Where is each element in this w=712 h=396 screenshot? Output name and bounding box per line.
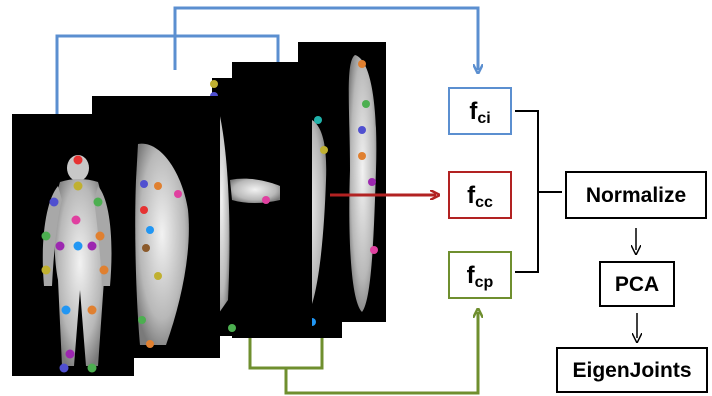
svg-text:fcc: fcc [467,182,493,211]
normalize-label: Normalize [586,184,686,207]
feature-box-fcp: fcp [448,251,512,299]
depth-frame-3 [210,78,312,336]
feature-box-fcc: fcc [448,171,512,219]
normalize-box: Normalize [565,171,707,219]
initial-frame-arrow [173,6,478,70]
pca-label: PCA [615,273,659,296]
svg-text:fcp: fcp [467,262,494,291]
eigenjoints-box: EigenJoints [556,347,708,393]
combine-brace [515,110,562,273]
svg-text:fci: fci [469,98,490,127]
feature-box-fci: fci [448,87,512,135]
depth-frame-1 [12,114,134,376]
previous-frame-arrow [284,312,478,395]
eigenjoints-label: EigenJoints [572,359,691,382]
pca-box: PCA [599,261,675,307]
initial-frame-connector [55,34,280,115]
